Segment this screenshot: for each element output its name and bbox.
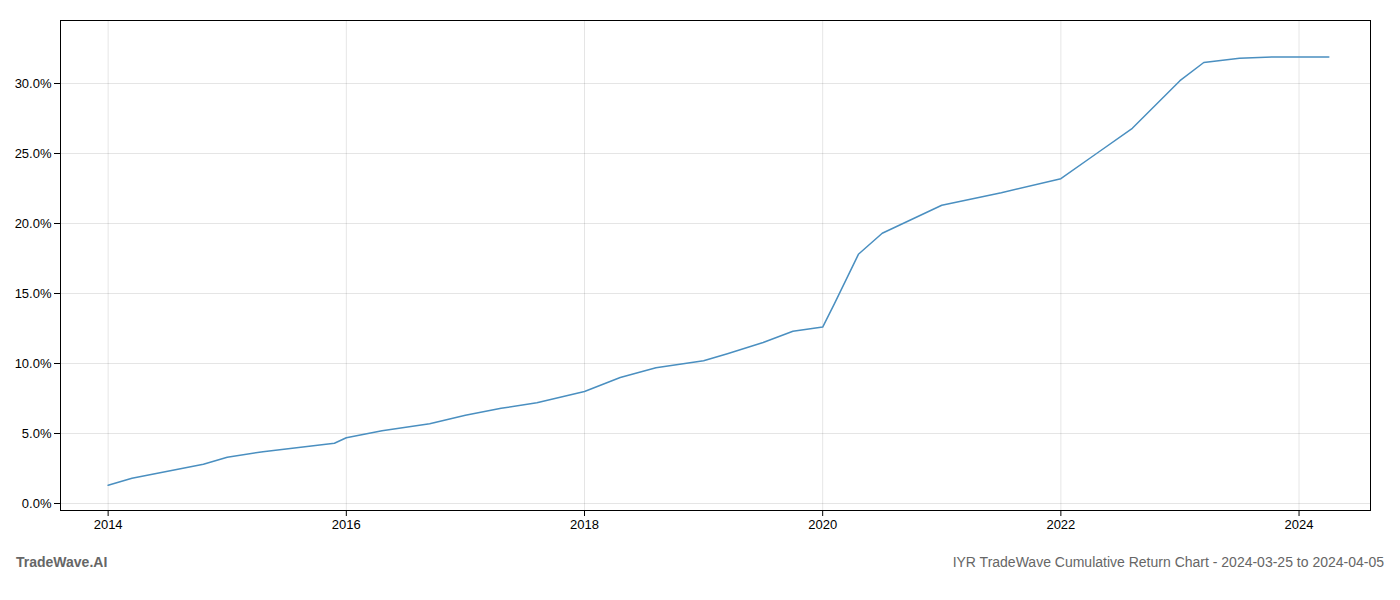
html-text:TradeWave.AI: TradeWave.AI	[16, 554, 108, 570]
svg-text:2018: 2018	[570, 517, 599, 532]
svg-text:2016: 2016	[332, 517, 361, 532]
svg-text:5.0%: 5.0%	[22, 426, 52, 441]
svg-text:0.0%: 0.0%	[22, 496, 52, 511]
svg-text:30.0%: 30.0%	[15, 76, 52, 91]
svg-text:2020: 2020	[808, 517, 837, 532]
svg-text:2024: 2024	[1285, 517, 1314, 532]
svg-text:2014: 2014	[94, 517, 123, 532]
svg-text:25.0%: 25.0%	[15, 146, 52, 161]
html-text:IYR TradeWave Cumulative Retur: IYR TradeWave Cumulative Return Chart - …	[952, 554, 1384, 570]
svg-text:15.0%: 15.0%	[15, 286, 52, 301]
svg-text:10.0%: 10.0%	[15, 356, 52, 371]
svg-text:20.0%: 20.0%	[15, 216, 52, 231]
svg-text:2022: 2022	[1046, 517, 1075, 532]
